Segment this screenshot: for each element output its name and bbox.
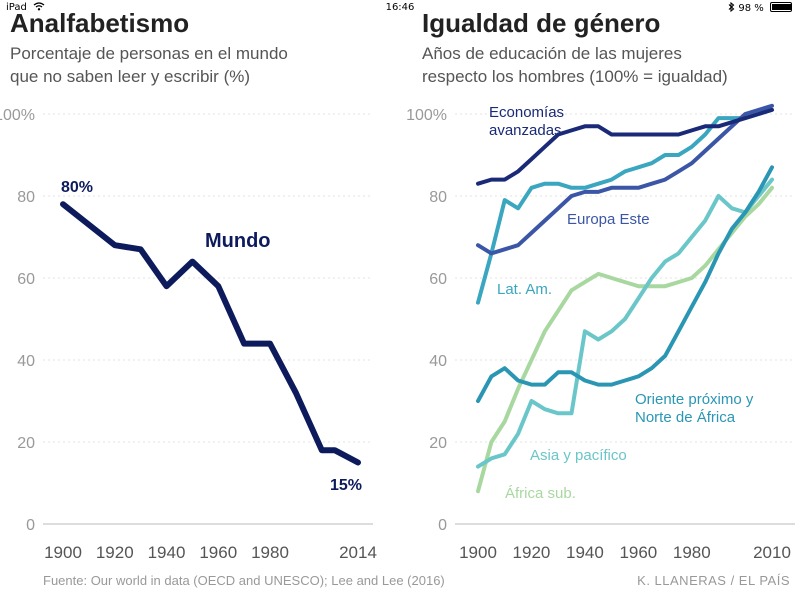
left-chart-subtitle-2: que no saben leer y escribir (%) [10,67,251,86]
series-line-lat-am [476,107,774,305]
right-x-tick: 1940 [566,543,604,562]
right-x-tick: 1960 [619,543,657,562]
series-label-lat-am: Lat. Am. [497,281,552,298]
wifi-icon [33,2,45,11]
right-x-tick: 1920 [513,543,551,562]
clock: 16:46 [385,2,415,13]
left-y-tick: 80 [17,189,35,206]
right-y-tick: 60 [429,271,447,288]
right-chart-subtitle-2: respecto los hombres (100% = igualdad) [422,67,728,86]
right-x-tick: 1900 [459,543,497,562]
series-label-oriente-proximo-y-norte-de-africa: Oriente próximo y Norte de África [635,391,754,426]
left-y-tick: 100% [0,107,35,124]
status-bar: iPad 16:46 98 % [0,0,800,16]
series-line-economias-avanzadas [476,107,774,186]
right-y-tick: 80 [429,189,447,206]
series-line-europa-este [476,103,774,256]
left-x-tick: 1960 [199,543,237,562]
battery-icon [770,2,792,12]
series-label-europa-este: Europa Este [567,211,650,228]
right-chart-subtitle-1: Años de educación de las mujeres [422,44,682,63]
left-x-tick: 1980 [251,543,289,562]
status-right: 98 % [728,1,792,14]
left-chart-title: Analfabetismo [10,8,190,38]
data-label-start: 80% [61,179,93,196]
right-y-tick: 0 [438,517,447,534]
series-line-asia-y-pacifico [476,177,774,469]
right-y-tick: 20 [429,435,447,452]
battery-fill [772,4,792,10]
left-y-tick: 0 [26,517,35,534]
device-name: iPad [6,2,27,13]
left-chart-subtitle-1: Porcentaje de personas en el mundo [10,44,288,63]
data-label-end: 15% [330,477,362,494]
status-left: iPad [6,2,45,13]
bluetooth-icon [728,1,735,13]
left-x-tick: 1940 [148,543,186,562]
series-label-mundo: Mundo [205,230,271,252]
footer-credit: K. LLANERAS / EL PAÍS [637,573,790,588]
series-label-asia-y-pacifico: Asia y pacífico [530,447,627,464]
left-y-tick: 60 [17,271,35,288]
left-x-tick: 1920 [96,543,134,562]
right-y-tick: 40 [429,353,447,370]
series-line-mundo [60,201,361,466]
right-chart-title: Igualdad de género [422,8,661,38]
left-x-tick: 1900 [44,543,82,562]
series-label-africa-sub: África sub. [505,485,576,502]
right-y-tick: 100% [406,107,447,124]
footer-source: Fuente: Our world in data (OECD and UNES… [43,573,445,588]
left-y-tick: 20 [17,435,35,452]
left-x-tick: 2014 [339,543,377,562]
right-x-tick: 2010 [753,543,791,562]
series-label-economias-avanzadas: Economías avanzadas [489,104,564,139]
battery-percent: 98 % [738,3,764,14]
left-y-tick: 40 [17,353,35,370]
series-line-oriente-proximo-y-norte-de-africa [476,165,774,403]
right-x-tick: 1980 [673,543,711,562]
